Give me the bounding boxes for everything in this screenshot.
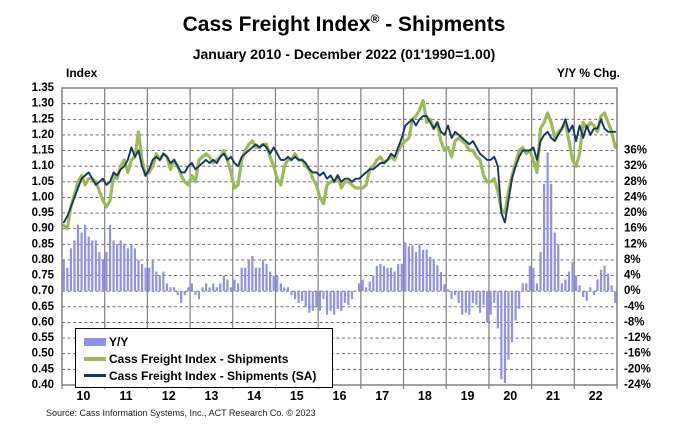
svg-text:16: 16 — [333, 389, 347, 403]
svg-text:13: 13 — [204, 389, 218, 403]
svg-text:28%: 28% — [624, 176, 647, 188]
svg-text:-20%: -20% — [624, 363, 651, 375]
svg-text:1.15: 1.15 — [32, 145, 55, 157]
svg-text:0.65: 0.65 — [32, 301, 55, 313]
legend-label: Cass Freight Index - Shipments (SA) — [109, 368, 317, 383]
chart-subtitle: January 2010 - December 2022 (01'1990=1.… — [192, 46, 496, 62]
svg-text:22: 22 — [589, 389, 603, 403]
svg-text:0.40: 0.40 — [32, 379, 54, 391]
svg-text:24%: 24% — [624, 191, 647, 203]
svg-text:15: 15 — [290, 389, 304, 403]
svg-text:0.85: 0.85 — [32, 238, 55, 250]
svg-text:0.90: 0.90 — [32, 223, 54, 235]
svg-text:1.10: 1.10 — [32, 160, 54, 172]
svg-text:0.80: 0.80 — [32, 254, 54, 266]
svg-text:0.95: 0.95 — [32, 207, 55, 219]
svg-text:32%: 32% — [624, 160, 647, 172]
svg-text:0.50: 0.50 — [32, 348, 54, 360]
svg-text:-12%: -12% — [624, 332, 651, 344]
svg-text:0.70: 0.70 — [32, 285, 54, 297]
svg-text:1.20: 1.20 — [32, 129, 54, 141]
svg-text:1.35: 1.35 — [32, 82, 55, 94]
x-axis-year-labels: 10 11 12 13 14 15 16 17 18 19 20 21 22 — [76, 389, 602, 403]
shipments-line-swatch — [84, 356, 106, 361]
svg-text:0.60: 0.60 — [32, 316, 54, 328]
bars-yoy-change — [62, 152, 617, 384]
svg-text:8%: 8% — [624, 254, 641, 266]
svg-text:20: 20 — [503, 389, 517, 403]
legend-item: Cass Freight Index - Shipments — [84, 350, 326, 367]
right-axis-caption: Y/Y % Chg. — [556, 66, 620, 80]
svg-text:17: 17 — [375, 389, 389, 403]
svg-text:-16%: -16% — [624, 348, 651, 360]
chart-legend: Y/Y Cass Freight Index - Shipments Cass Fr… — [75, 328, 333, 388]
legend-label: Y/Y — [109, 334, 129, 349]
chart-title-suffix: - Shipments — [379, 13, 506, 36]
svg-text:12%: 12% — [624, 238, 647, 250]
svg-text:0.55: 0.55 — [32, 332, 55, 344]
source-note: Source: Cass Information Systems, Inc., … — [46, 408, 316, 418]
left-axis-caption: Index — [66, 66, 98, 80]
chart-title: Cass Freight Index® - Shipments — [0, 12, 688, 37]
svg-text:16%: 16% — [624, 223, 647, 235]
legend-item: Cass Freight Index - Shipments (SA) — [84, 367, 326, 384]
registered-trademark-symbol: ® — [370, 12, 380, 26]
svg-text:0.75: 0.75 — [32, 270, 55, 282]
svg-text:21: 21 — [546, 389, 560, 403]
svg-text:4%: 4% — [624, 270, 641, 282]
shipments-sa-line-swatch — [84, 374, 106, 377]
svg-text:11: 11 — [119, 389, 132, 403]
svg-text:-4%: -4% — [624, 301, 644, 313]
plot-border — [61, 87, 618, 386]
line-shipments-sa — [62, 115, 617, 224]
svg-text:1.05: 1.05 — [32, 176, 55, 188]
line-shipments — [62, 98, 617, 231]
svg-text:0.45: 0.45 — [32, 363, 55, 375]
svg-text:19: 19 — [461, 389, 475, 403]
legend-item: Y/Y — [84, 333, 326, 350]
svg-text:14: 14 — [247, 389, 261, 403]
right-axis-tick-labels: 36% 32% 28% 24% 20% 16% 12% 8% 4% 0% -4% -8% -12% -16… — [624, 145, 651, 391]
svg-text:10: 10 — [76, 389, 90, 403]
svg-text:-24%: -24% — [624, 379, 651, 391]
svg-text:20%: 20% — [624, 207, 647, 219]
svg-text:36%: 36% — [624, 145, 647, 157]
svg-text:1.00: 1.00 — [32, 191, 54, 203]
svg-text:12: 12 — [162, 389, 176, 403]
svg-text:1.25: 1.25 — [32, 113, 55, 125]
svg-text:1.30: 1.30 — [32, 98, 54, 110]
left-axis-tick-labels: 1.35 1.30 1.25 1.20 1.15 1.10 1.05 1.00 0.95 0.90… — [32, 82, 55, 391]
legend-label: Cass Freight Index - Shipments — [109, 351, 289, 366]
svg-text:0%: 0% — [624, 285, 641, 297]
chart-title-text: Cass Freight Index — [182, 13, 371, 36]
svg-text:18: 18 — [418, 389, 432, 403]
svg-text:-8%: -8% — [624, 316, 644, 328]
yoy-bar-swatch — [84, 337, 106, 346]
